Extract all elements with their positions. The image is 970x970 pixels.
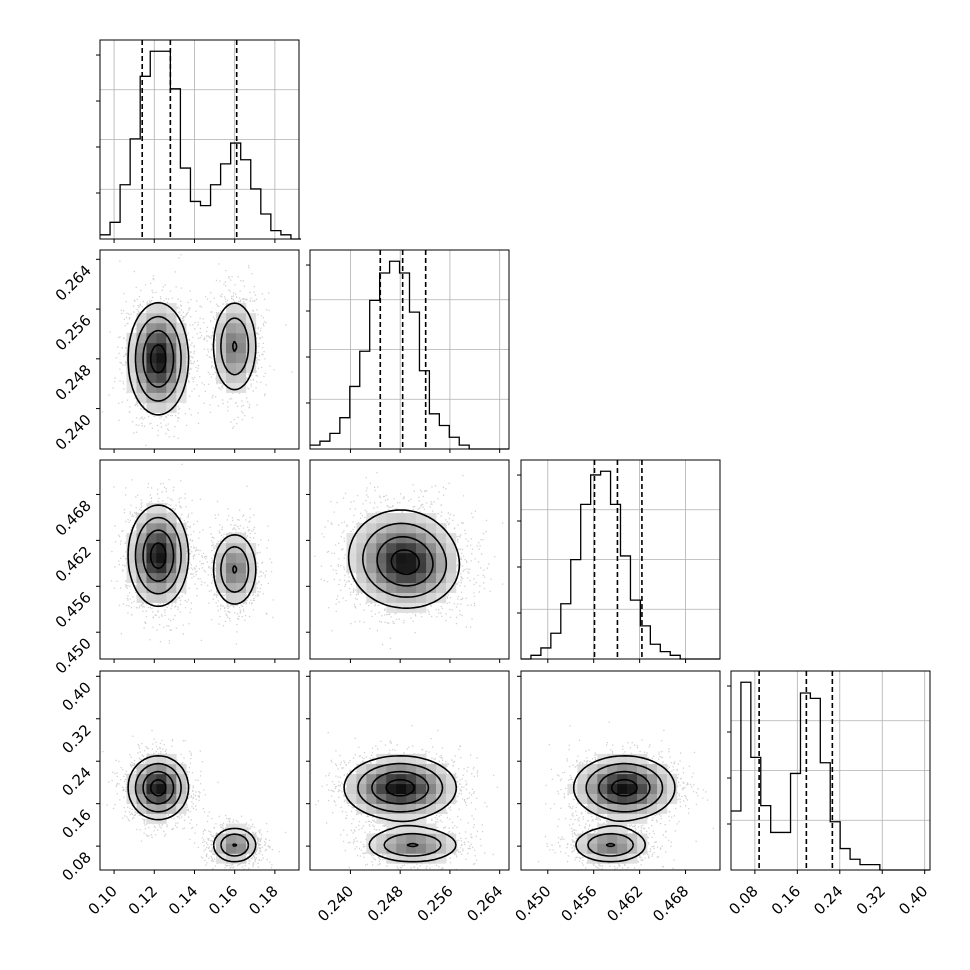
panel-frame: [520, 670, 721, 871]
histogram-0: [100, 50, 302, 240]
x-tick-label: 0.10: [85, 882, 121, 918]
contour-line: [343, 755, 458, 863]
y-tick-label: 0.240: [52, 411, 95, 454]
y-tick-label: 0.32: [58, 721, 94, 757]
panel-body: [310, 725, 498, 870]
contour-line: [390, 549, 420, 576]
y-tick-label: 0.456: [52, 588, 95, 631]
panel-frame: [520, 459, 721, 660]
contour-line: [572, 755, 676, 863]
panel-0-1: 0.240 0.248 0.256 0.264: [52, 249, 300, 454]
contour-line: [127, 301, 257, 416]
contour-line: [385, 778, 416, 797]
panel-1-1: [306, 249, 510, 453]
sample-points: [537, 721, 714, 870]
contour-line: [127, 504, 257, 608]
x-tick-label: 0.462: [603, 882, 646, 925]
panel-frame: [730, 670, 931, 871]
x-tick-label: 0.08: [725, 882, 761, 918]
x-tick-label: 0.16: [205, 882, 241, 918]
contour-line: [149, 343, 167, 374]
panel-0-3: 0.10 0.12 0.14 0.16 0.180.080.160.240.320.40: [58, 670, 300, 918]
x-tick-label: 0.240: [314, 882, 357, 925]
x-tick-label: 0.14: [165, 882, 201, 918]
panel-frame: [309, 249, 510, 450]
x-tick-label: 0.468: [649, 882, 692, 925]
contour-line: [362, 522, 448, 598]
x-tick-label: 0.248: [364, 882, 407, 925]
y-tick-label: 0.264: [52, 261, 95, 304]
contour-line: [347, 509, 461, 609]
panel-body: [110, 463, 274, 645]
x-tick-label: 0.24: [810, 882, 846, 918]
x-tick-label: 0.456: [557, 882, 600, 925]
contour-line: [134, 516, 250, 595]
y-tick-label: 0.256: [52, 311, 95, 354]
y-tick-label: 0.40: [58, 678, 94, 714]
contour-line: [142, 329, 238, 388]
contour-line: [371, 770, 430, 848]
panel-frame: [99, 670, 300, 871]
panel-body: [314, 471, 504, 650]
y-tick-label: 0.16: [58, 806, 94, 842]
contour-line: [585, 762, 664, 857]
x-tick-label: 0.40: [895, 882, 931, 918]
histogram-1: [310, 260, 509, 450]
y-tick-label: 0.08: [58, 848, 94, 884]
panel-3-3: 0.08 0.16 0.24 0.32 0.40: [725, 670, 932, 918]
y-tick-label: 0.468: [52, 497, 95, 540]
panel-body: [537, 721, 714, 870]
x-tick-label: 0.18: [245, 882, 281, 918]
panel-1-3: 0.240 0.248 0.256 0.264: [306, 670, 510, 925]
contour-line: [142, 770, 238, 848]
panel-frame: [309, 459, 510, 660]
contour-line: [598, 770, 651, 848]
contour-line: [149, 778, 167, 797]
contour-line: [610, 778, 638, 797]
histogram-2: [521, 470, 720, 660]
panel-body: [101, 254, 293, 446]
panel-frame: [309, 670, 510, 871]
panel-frame: [99, 459, 300, 660]
x-tick-label: 0.32: [853, 882, 889, 918]
x-tick-label: 0.256: [414, 882, 457, 925]
density-shade: [567, 753, 678, 864]
panel-2-2: [517, 459, 721, 663]
panel-frame: [99, 39, 300, 240]
contour-line: [376, 536, 434, 587]
contour-line: [127, 755, 257, 863]
x-tick-label: 0.16: [768, 882, 804, 918]
x-tick-label: 0.12: [125, 882, 161, 918]
panel-frame: [99, 249, 300, 450]
contour-line: [134, 762, 250, 857]
panel-2-3: 0.450 0.456 0.462 0.468: [512, 670, 721, 925]
panel-body: [102, 729, 287, 870]
x-tick-label: 0.264: [463, 882, 506, 925]
y-tick-label: 0.24: [58, 763, 94, 799]
panel-1-2: [306, 459, 510, 663]
panel-0-0: [96, 39, 302, 243]
density-shade: [126, 303, 257, 413]
y-tick-label: 0.462: [52, 542, 95, 585]
histogram-3: [731, 681, 930, 871]
contour-line: [134, 315, 250, 402]
contour-line: [357, 762, 444, 857]
contour-line: [149, 542, 167, 570]
y-tick-label: 0.248: [52, 361, 95, 404]
x-tick-label: 0.450: [512, 882, 555, 925]
y-tick-label: 0.450: [52, 634, 95, 677]
contour-line: [142, 529, 238, 582]
